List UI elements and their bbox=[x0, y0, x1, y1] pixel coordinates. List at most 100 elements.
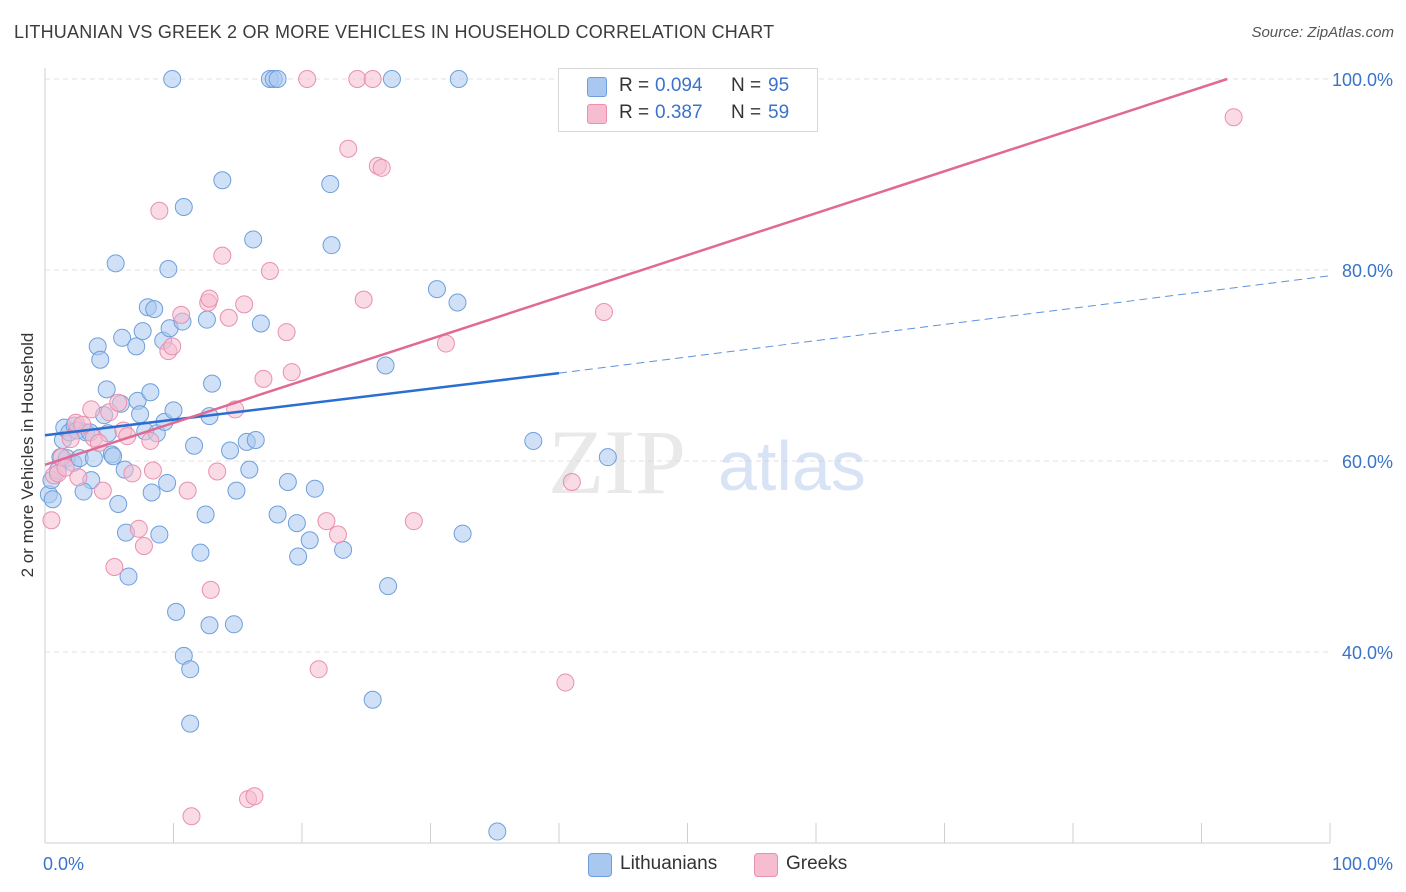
lithuanians-swatch bbox=[587, 77, 607, 97]
lithuanian-point bbox=[43, 490, 62, 509]
lithuanian-point bbox=[240, 460, 259, 479]
lithuanian-point bbox=[113, 328, 132, 347]
lithuanian-point bbox=[164, 401, 183, 420]
greek-point bbox=[208, 462, 227, 481]
axes bbox=[44, 68, 1331, 844]
lithuanian-point bbox=[221, 441, 240, 460]
lithuanian-point bbox=[268, 70, 287, 88]
lithuanian-point bbox=[376, 356, 395, 375]
greeks-points bbox=[42, 70, 1243, 826]
greek-point bbox=[277, 323, 296, 342]
greek-point bbox=[178, 481, 197, 500]
lithuanian-point bbox=[142, 483, 161, 502]
y-tick-label: 60.0% bbox=[1342, 452, 1393, 472]
greek-point bbox=[129, 519, 148, 538]
legend-label-greeks: Greeks bbox=[786, 853, 848, 874]
lithuanian-point bbox=[163, 70, 182, 88]
greek-point bbox=[163, 337, 182, 356]
greek-point bbox=[105, 558, 124, 577]
watermark: ZIP atlas bbox=[548, 411, 866, 513]
watermark-atlas: atlas bbox=[718, 427, 866, 505]
lithuanian-point bbox=[246, 430, 265, 449]
lithuanian-point bbox=[185, 436, 204, 455]
lithuanian-point bbox=[524, 431, 543, 450]
greek-point bbox=[556, 673, 575, 692]
lithuanian-point bbox=[127, 337, 146, 356]
greek-point bbox=[363, 70, 382, 88]
lithuanian-point bbox=[363, 690, 382, 709]
lithuanian-point bbox=[145, 300, 164, 319]
legend-swatch-lithuanians bbox=[588, 853, 612, 877]
lithuanian-point bbox=[197, 310, 216, 329]
lithuanian-point bbox=[91, 350, 110, 369]
n-label: N = bbox=[731, 102, 762, 123]
lithuanian-point bbox=[150, 525, 169, 544]
lithuanian-point bbox=[322, 236, 341, 255]
greek-point bbox=[298, 70, 317, 88]
lithuanian-point bbox=[488, 822, 507, 841]
lithuanian-point bbox=[203, 374, 222, 393]
lithuanian-point bbox=[191, 543, 210, 562]
lithuanian-point bbox=[289, 547, 308, 566]
lithuanian-point bbox=[448, 293, 467, 312]
greek-point bbox=[282, 363, 301, 382]
lithuanian-point bbox=[106, 254, 125, 273]
greeks-trend-line bbox=[44, 77, 1228, 467]
greek-point bbox=[69, 468, 88, 487]
greek-point bbox=[328, 525, 347, 544]
greek-point bbox=[436, 334, 455, 353]
lithuanian-point bbox=[213, 171, 232, 190]
greek-point bbox=[339, 139, 358, 158]
lithuanian-point bbox=[119, 567, 138, 586]
lithuanian-point bbox=[158, 473, 177, 492]
legend-swatch-greeks bbox=[754, 853, 778, 877]
y-tick-label: 80.0% bbox=[1342, 261, 1393, 281]
lithuanian-point bbox=[268, 505, 287, 524]
x-tick-label-min: 0.0% bbox=[43, 854, 84, 874]
lithuanian-point bbox=[196, 505, 215, 524]
greek-point bbox=[182, 807, 201, 826]
greek-point bbox=[372, 158, 391, 177]
lithuanian-point bbox=[453, 524, 472, 543]
lithuanian-point bbox=[244, 230, 263, 249]
greek-point bbox=[254, 369, 273, 388]
greek-point bbox=[354, 290, 373, 309]
grid-lines bbox=[45, 78, 1330, 653]
chart-title: LITHUANIAN VS GREEK 2 OR MORE VEHICLES I… bbox=[14, 22, 775, 42]
greek-point bbox=[93, 481, 112, 500]
source-label: Source: ZipAtlas.com bbox=[1251, 24, 1394, 41]
lithuanian-point bbox=[305, 479, 324, 498]
lithuanians-n-value: 95 bbox=[768, 75, 790, 96]
stats-box: R = 0.094 N = 95 R = 0.387 N = 59 bbox=[558, 68, 818, 132]
lithuanians-trend-extension bbox=[558, 275, 1331, 374]
greek-point bbox=[141, 431, 160, 450]
lithuanians-trend-line bbox=[44, 371, 560, 437]
lithuanian-point bbox=[300, 531, 319, 550]
lithuanian-point bbox=[84, 449, 103, 468]
greek-point bbox=[42, 511, 61, 530]
lithuanian-point bbox=[131, 405, 150, 424]
y-tick-label: 40.0% bbox=[1342, 643, 1393, 663]
lithuanian-point bbox=[109, 494, 128, 513]
lithuanian-point bbox=[181, 714, 200, 733]
lithuanians-r-value: 0.094 bbox=[655, 75, 703, 96]
lithuanian-point bbox=[598, 448, 617, 467]
greek-point bbox=[123, 464, 142, 483]
greek-point bbox=[213, 246, 232, 265]
greeks-r-value: 0.387 bbox=[655, 102, 703, 123]
greek-point bbox=[260, 261, 279, 280]
lithuanian-point bbox=[287, 514, 306, 533]
lithuanian-point bbox=[159, 260, 178, 279]
lithuanian-point bbox=[181, 660, 200, 679]
lithuanian-point bbox=[167, 602, 186, 621]
lithuanian-point bbox=[379, 577, 398, 596]
greeks-n-value: 59 bbox=[768, 102, 790, 123]
watermark-zip: ZIP bbox=[548, 411, 686, 513]
lithuanians-points bbox=[39, 70, 617, 841]
r-label: R = bbox=[619, 75, 650, 96]
greeks-swatch bbox=[587, 104, 607, 124]
lithuanian-point bbox=[251, 314, 270, 333]
greek-point bbox=[201, 580, 220, 599]
y-tick-label: 100.0% bbox=[1332, 70, 1393, 90]
lithuanian-point bbox=[97, 380, 116, 399]
